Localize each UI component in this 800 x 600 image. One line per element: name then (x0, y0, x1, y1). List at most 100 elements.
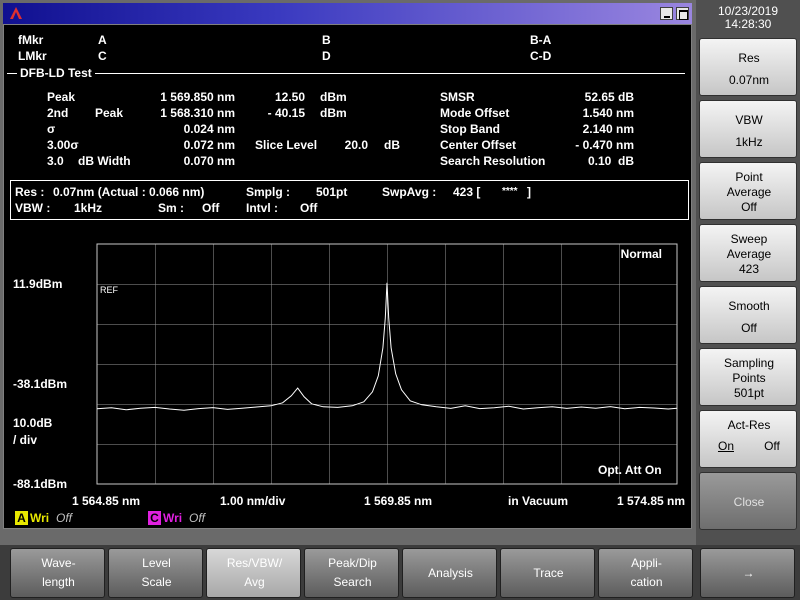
time: 14:28:30 (724, 17, 772, 31)
button-label: cation (630, 575, 663, 589)
button-label: → (742, 566, 755, 580)
y-tick-label: 11.9dBm (13, 277, 62, 291)
menu-button[interactable]: → (700, 548, 795, 598)
button-value: Off (741, 321, 757, 335)
button-value: 0.07nm (728, 73, 770, 87)
maximize-button[interactable] (676, 7, 689, 20)
result-label: Slice Level (255, 138, 318, 152)
setting-value: **** (502, 186, 518, 197)
result-label: SMSR (440, 90, 475, 104)
setting-value: 501pt (316, 185, 348, 199)
setting-value: 423 [ (453, 185, 481, 199)
setting-label: Smplg : (246, 185, 290, 199)
setting-value: 0.07nm (Actual : 0.066 nm) (53, 185, 205, 199)
menu-button[interactable]: Wave-length (10, 548, 105, 598)
span-label: 1.00 nm/div (220, 494, 286, 508)
setting-label: Sm : (158, 201, 185, 215)
result-unit: dBm (320, 90, 347, 104)
setting-label: Res : (15, 185, 45, 199)
result-label: Peak (47, 90, 76, 104)
button-option[interactable]: On (717, 439, 734, 453)
result-value: 52.65 dB (584, 90, 634, 104)
setting-value: Off (202, 201, 220, 215)
section-title: DFB-LD Test (17, 66, 95, 80)
menu-button[interactable]: Level Scale (108, 548, 203, 598)
medium-label: in Vacuum (508, 494, 568, 508)
x-tick-label: 1 569.85 nm (364, 494, 432, 508)
result-unit: dB (384, 138, 400, 152)
result-value: - 0.470 nm (575, 138, 634, 152)
spectrum-graph: Normal REF 10.0dB / div 1.00 nm/div in V… (13, 243, 685, 508)
result-value: 1.540 nm (582, 106, 634, 120)
button-value: 423 (738, 262, 760, 276)
button-label: Res/VBW/ (226, 556, 283, 570)
menu-button[interactable]: Appli-cation (598, 548, 693, 598)
scale-label: / div (13, 433, 37, 447)
button-label: VBW (735, 113, 763, 127)
result-label: 3.0 (47, 154, 64, 168)
app-logo (10, 7, 22, 19)
bottom-menu: Wave-length Level Scale Res/VBW/Avg Peak/Dip… (0, 545, 800, 600)
scale-label: 10.0dB (13, 416, 53, 430)
button-label: Search (333, 575, 372, 589)
graph-grid (96, 243, 678, 485)
y-tick-label: -38.1dBm (13, 377, 67, 391)
marker-value: C-D (530, 49, 552, 63)
y-tick-label: -88.1dBm (13, 477, 67, 491)
setting-label: VBW : (15, 201, 51, 215)
menu-button[interactable]: Analysis (402, 548, 497, 598)
button-label: Peak/Dip (328, 556, 377, 570)
marker-label: LMkr (18, 49, 47, 63)
spectrum-trace (96, 282, 678, 411)
ref-label: REF (100, 285, 119, 295)
button-label: Average (726, 247, 772, 261)
trace-state: Off (189, 511, 206, 525)
result-value: 12.50 (274, 90, 305, 104)
x-tick-label: 1 564.85 nm (72, 494, 140, 508)
side-button[interactable]: Res 0.07nm (699, 38, 797, 96)
button-value: 501pt (733, 386, 765, 400)
marker-value: B (322, 33, 331, 47)
side-button[interactable]: Smooth Off (699, 286, 797, 344)
result-value: 1 568.310 nm (160, 106, 235, 120)
side-button[interactable]: Close (699, 472, 797, 530)
button-label: Res (738, 51, 760, 65)
result-label: Mode Offset (440, 106, 510, 120)
button-label: Sweep (730, 232, 768, 246)
result-label: 3.00σ (47, 138, 79, 152)
trace-id: C (148, 511, 161, 525)
minimize-button[interactable] (660, 7, 673, 20)
side-button[interactable]: Sweep Average 423 (699, 224, 797, 282)
result-label: Center Offset (440, 138, 517, 152)
button-value: Off (741, 200, 757, 214)
button-label: Scale (141, 575, 172, 589)
title-bar (3, 3, 692, 24)
result-label: σ (47, 122, 56, 136)
menu-button[interactable]: Res/VBW/Avg (206, 548, 301, 598)
side-panel: 10/23/2019 14:28:30 Res 0.07nm VBW 1kHz Poin… (696, 0, 800, 545)
menu-button[interactable]: Peak/Dip Search (304, 548, 399, 598)
button-label: length (42, 575, 75, 589)
trace-mode: Wri (30, 511, 50, 525)
marker-label: fMkr (18, 33, 44, 47)
settings-box (10, 180, 689, 220)
result-label: Peak (95, 106, 124, 120)
side-button[interactable]: Point Average Off (699, 162, 797, 220)
side-button[interactable]: VBW 1kHz (699, 100, 797, 158)
attenuator-label: Opt. Att On (598, 463, 662, 477)
button-label: Sampling (723, 356, 775, 370)
button-label: Close (733, 495, 765, 509)
marker-value: D (322, 49, 331, 63)
side-button[interactable]: Act-Res On Off (699, 410, 797, 468)
result-value: 0.10 dB (587, 154, 634, 168)
trace-state: Off (56, 511, 73, 525)
button-value: 1kHz (735, 135, 763, 149)
menu-button[interactable]: Trace (500, 548, 595, 598)
button-label: Average (726, 185, 772, 199)
setting-label: Intvl : (246, 201, 278, 215)
side-button[interactable]: Sampling Points 501pt (699, 348, 797, 406)
button-label: Act-Res (727, 418, 771, 432)
button-option[interactable]: Off (764, 439, 780, 453)
setting-value: ] (527, 185, 531, 199)
